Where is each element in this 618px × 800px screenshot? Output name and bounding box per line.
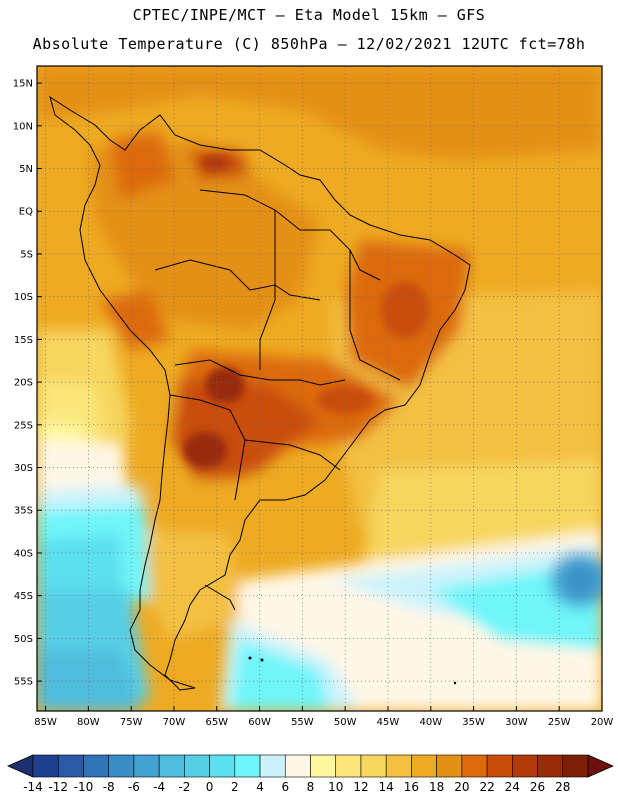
lon-tick-label: 30W xyxy=(505,717,528,728)
title-model: CPTEC/INPE/MCT – Eta Model 15km – GFS xyxy=(132,6,486,24)
map-frame xyxy=(36,65,603,712)
colorbar-swatch xyxy=(158,754,185,778)
colorbar-swatch xyxy=(537,754,564,778)
colorbar-label: 4 xyxy=(256,780,264,794)
colorbar: -14 -12 -10 -8 -6 -4 -2 0 2 4 6 8 10 12 14 16 18 20 22 24 26… xyxy=(7,754,614,794)
colorbar-swatch xyxy=(512,754,538,778)
lon-tick-label: 55W xyxy=(291,717,314,728)
temperature-field xyxy=(37,66,602,711)
colorbar-label: -2 xyxy=(178,780,190,794)
colorbar-label: 20 xyxy=(454,780,469,794)
lat-tick-label: 30S xyxy=(14,463,33,474)
colorbar-arrow-high xyxy=(587,754,614,778)
coastlines xyxy=(49,95,471,691)
colorbar-label: 18 xyxy=(429,780,444,794)
lat-tick-label: 25S xyxy=(14,420,33,431)
lon-tick-label: 70W xyxy=(163,717,186,728)
colorbar-swatch xyxy=(486,754,513,778)
colorbar-swatch xyxy=(133,754,160,778)
colorbar-swatch xyxy=(32,754,59,778)
colorbar-label: 6 xyxy=(281,780,289,794)
lat-tick-label: EQ xyxy=(19,207,33,218)
lon-tick-label: 35W xyxy=(462,717,485,728)
lon-tick-label: 45W xyxy=(377,717,400,728)
lon-tick-label: 75W xyxy=(120,717,143,728)
lat-tick-label: 5N xyxy=(19,164,33,175)
lat-tick-label: 20S xyxy=(14,378,33,389)
colorbar-swatch xyxy=(108,754,135,778)
colorbar-label: 10 xyxy=(328,780,343,794)
colorbar-swatch xyxy=(385,754,412,778)
lat-tick-label: 40S xyxy=(14,548,33,559)
lon-tick-label: 40W xyxy=(419,717,442,728)
lon-tick-label: 80W xyxy=(77,717,100,728)
colorbar-swatch xyxy=(335,754,362,778)
colorbar-swatch xyxy=(284,754,311,778)
colorbar-label: -10 xyxy=(74,780,94,794)
title-variable: Absolute Temperature (C) 850hPa – 12/02/… xyxy=(32,35,586,53)
colorbar-label: -8 xyxy=(103,780,115,794)
latitude-labels: 15N 10N 5N EQ 5S 10S 15S 20S 25S 30S 35S 40S 45S 50S 5… xyxy=(13,79,42,688)
colorbar-label: 12 xyxy=(353,780,368,794)
lon-tick-label: 65W xyxy=(205,717,228,728)
colorbar-swatch xyxy=(436,754,463,778)
lat-tick-label: 15S xyxy=(14,335,33,346)
colorbar-label: 0 xyxy=(206,780,214,794)
colorbar-swatch xyxy=(461,754,488,778)
colorbar-label: 8 xyxy=(307,780,315,794)
colorbar-swatch xyxy=(310,754,337,778)
colorbar-swatch xyxy=(57,754,84,778)
colorbar-swatch xyxy=(360,754,387,778)
lat-tick-label: 5S xyxy=(20,249,33,260)
colorbar-arrow-low xyxy=(7,754,34,778)
lat-tick-label: 10N xyxy=(13,121,33,132)
colorbar-swatch xyxy=(411,754,437,778)
lon-tick-label: 25W xyxy=(548,717,571,728)
lon-tick-label: 85W xyxy=(34,717,57,728)
colorbar-label: 28 xyxy=(555,780,570,794)
colorbar-label: -4 xyxy=(153,780,165,794)
lat-tick-label: 35S xyxy=(14,506,33,517)
lat-tick-label: 15N xyxy=(13,79,33,90)
colorbar-swatch xyxy=(83,754,109,778)
colorbar-label: 2 xyxy=(231,780,239,794)
colorbar-label: -6 xyxy=(128,780,140,794)
colorbar-label: 24 xyxy=(505,780,520,794)
colorbar-label: 22 xyxy=(479,780,494,794)
colorbar-swatch xyxy=(209,754,236,778)
lat-tick-label: 10S xyxy=(14,292,33,303)
colorbar-label: 26 xyxy=(530,780,545,794)
colorbar-swatch xyxy=(184,754,210,778)
colorbar-swatch xyxy=(259,754,286,778)
lat-tick-label: 45S xyxy=(14,591,33,602)
lat-tick-label: 50S xyxy=(14,634,33,645)
lon-tick-label: 20W xyxy=(591,717,614,728)
colorbar-swatch xyxy=(562,754,589,778)
lon-tick-label: 60W xyxy=(248,717,271,728)
colorbar-label: 14 xyxy=(379,780,394,794)
colorbar-label: -12 xyxy=(48,780,68,794)
colorbar-swatch xyxy=(234,754,261,778)
lon-tick-label: 50W xyxy=(334,717,357,728)
colorbar-label: 16 xyxy=(404,780,419,794)
longitude-labels: 85W 80W 75W 70W 65W 60W 55W 50W 45W 40W 35W 30W 25W 2… xyxy=(34,706,613,728)
colorbar-label: -14 xyxy=(23,780,43,794)
lat-tick-label: 55S xyxy=(14,677,33,688)
